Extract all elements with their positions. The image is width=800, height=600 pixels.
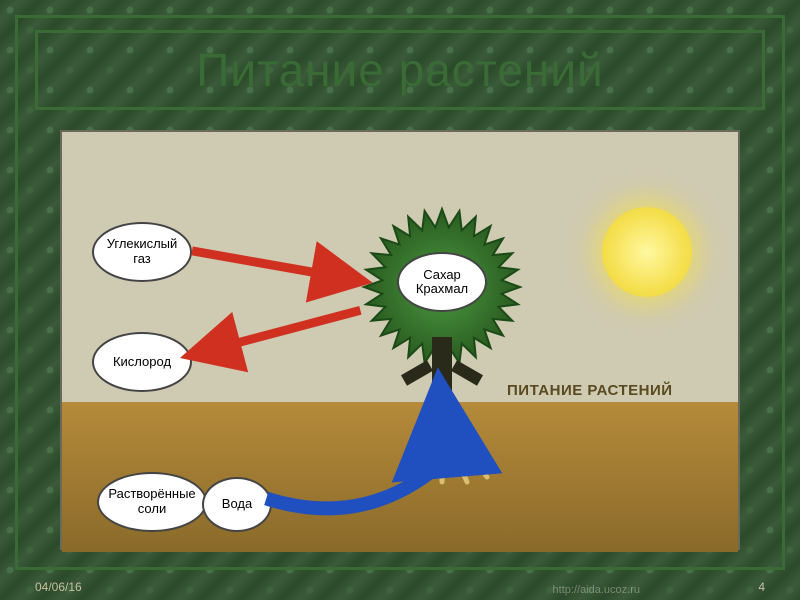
slide-title: Питание растений <box>196 43 603 97</box>
slide: Питание растений Сахар Крахмал <box>0 0 800 600</box>
bubble-salts-label: Растворённыесоли <box>108 487 195 517</box>
diagram-caption: ПИТАНИЕ РАСТЕНИЙ <box>507 382 673 399</box>
crown-bubble: Сахар Крахмал <box>397 252 487 312</box>
diagram-panel: Сахар Крахмал Углекислыйгаз Кислород Рас… <box>60 130 740 550</box>
tree: Сахар Крахмал <box>352 217 532 467</box>
bubble-water: Вода <box>202 477 272 532</box>
bubble-co2-label: Углекислыйгаз <box>107 237 178 267</box>
title-frame: Питание растений <box>35 30 765 110</box>
crown-text-1: Сахар <box>423 268 461 282</box>
crown-label-container: Сахар Крахмал <box>367 207 517 357</box>
sun-icon <box>602 207 692 297</box>
bubble-o2-label: Кислород <box>113 355 171 370</box>
footer-date: 04/06/16 <box>35 580 82 594</box>
footer-page: 4 <box>758 580 765 594</box>
bubble-co2: Углекислыйгаз <box>92 222 192 282</box>
tree-roots-icon <box>392 427 492 487</box>
watermark: http://aida.ucoz.ru <box>553 584 640 596</box>
bubble-salts: Растворённыесоли <box>97 472 207 532</box>
bubble-water-label: Вода <box>222 497 252 512</box>
bubble-oxygen: Кислород <box>92 332 192 392</box>
crown-text-2: Крахмал <box>416 282 468 296</box>
